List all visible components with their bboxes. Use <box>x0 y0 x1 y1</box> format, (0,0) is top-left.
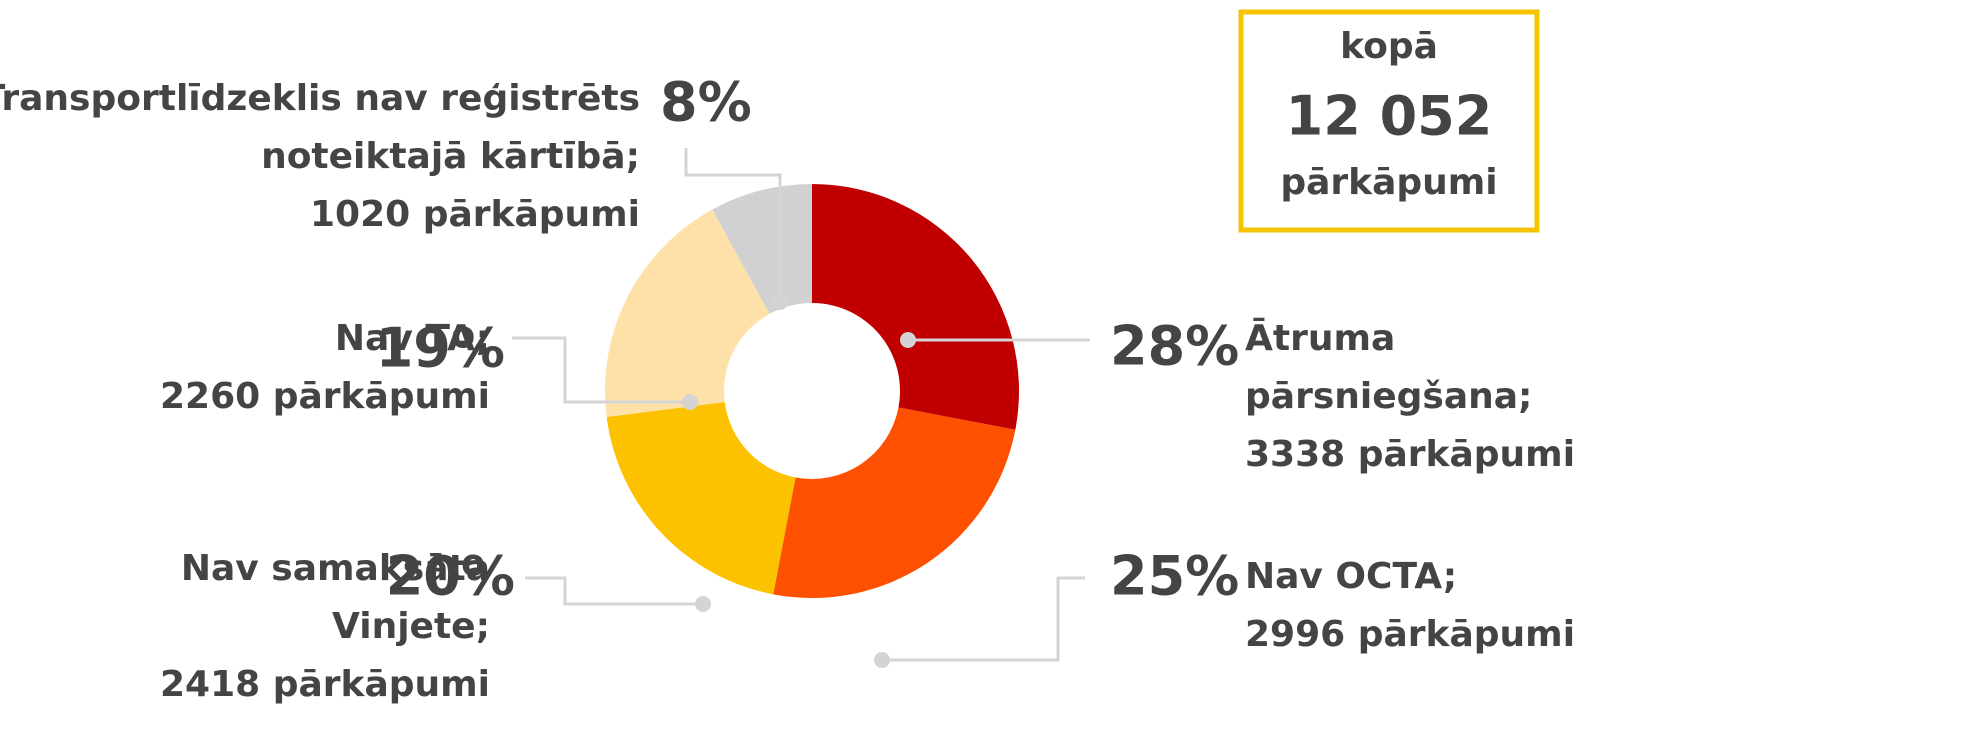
category-label: 2996 pārkāpumi <box>1245 614 1575 655</box>
percent-label: 25% <box>1110 545 1239 608</box>
percent-label: 28% <box>1110 315 1239 378</box>
leader-line <box>525 576 703 606</box>
leader-dot <box>874 652 890 668</box>
total-box <box>1238 9 1540 233</box>
category-label: pārsniegšana; <box>1245 376 1532 417</box>
category-label: Nav samaksāta <box>181 548 490 589</box>
category-label: Ātruma <box>1245 317 1395 359</box>
total-unit: pārkāpumi <box>1280 162 1497 203</box>
category-label: 2418 pārkāpumi <box>160 664 490 705</box>
percent-label: 20% <box>386 545 515 608</box>
category-label: Nav TA; <box>335 318 490 359</box>
category-label: 2260 pārkāpumi <box>160 376 490 417</box>
category-label: Transportlīdzeklis nav reģistrēts <box>0 78 640 119</box>
leader-dot <box>900 332 916 348</box>
leader-dot <box>682 394 698 410</box>
donut-slice <box>812 184 1019 430</box>
total-value: 12 052 <box>1286 85 1493 148</box>
category-label: noteiktajā kārtībā; <box>261 136 640 177</box>
leader-line <box>882 576 1085 662</box>
category-label: Vinjete; <box>332 606 490 647</box>
donut-slice <box>606 402 796 595</box>
percent-label: 19% <box>376 317 505 380</box>
leader-line <box>684 148 782 302</box>
donut-slice <box>712 184 812 314</box>
donut-slice <box>605 209 770 417</box>
percent-label: 8% <box>660 71 752 134</box>
leader-dot <box>772 294 788 310</box>
donut-slice <box>773 407 1016 598</box>
category-label: Nav OCTA; <box>1245 556 1457 597</box>
leader-line <box>512 336 690 404</box>
leader-dot <box>695 596 711 612</box>
category-label: 3338 pārkāpumi <box>1245 434 1575 475</box>
category-label: 1020 pārkāpumi <box>310 194 640 235</box>
total-title: kopā <box>1340 26 1438 67</box>
